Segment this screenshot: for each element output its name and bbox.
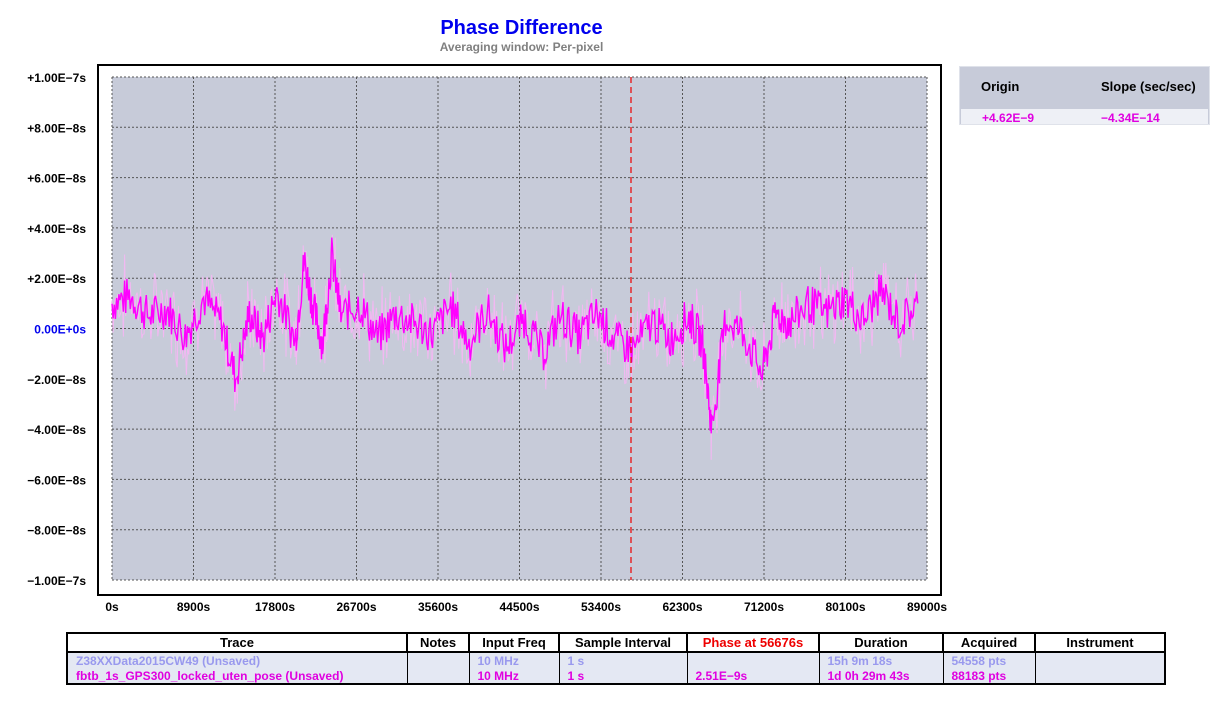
trace-phase: [686, 652, 820, 668]
trace-acquired: 88183 pts: [942, 668, 1036, 685]
y-tick-label: +4.00E−8s: [27, 222, 86, 236]
col-phase[interactable]: Phase at 56676s: [686, 632, 820, 653]
slope-value: −4.34E−14: [1101, 111, 1160, 125]
x-tick-label: 8900s: [177, 600, 211, 614]
x-tick-label: 80100s: [825, 600, 865, 614]
slope-header: Slope (sec/sec): [1101, 79, 1196, 94]
stats-row[interactable]: +4.62E−9 −4.34E−14: [961, 109, 1208, 125]
chart-title: Phase Difference: [440, 17, 603, 39]
trace-table: Trace Notes Input Freq Sample Interval P…: [66, 632, 1166, 685]
y-tick-label: −6.00E−8s: [27, 473, 86, 487]
trace-instrument: [1034, 652, 1166, 668]
trace-interval: 1 s: [558, 668, 688, 685]
x-tick-label: 71200s: [744, 600, 784, 614]
y-tick-label: +8.00E−8s: [27, 121, 86, 135]
y-tick-label: −2.00E−8s: [27, 373, 86, 387]
x-tick-label: 35600s: [418, 600, 458, 614]
trace-notes: [406, 652, 470, 668]
table-row[interactable]: fbtb_1s_GPS300_locked_uten_pose (Unsaved…: [66, 668, 1166, 685]
col-duration[interactable]: Duration: [818, 632, 944, 653]
x-tick-label: 0s: [105, 600, 119, 614]
col-sample-interval[interactable]: Sample Interval: [558, 632, 688, 653]
y-tick-label: 0.00E+0s: [34, 323, 86, 337]
x-tick-label: 62300s: [662, 600, 702, 614]
y-tick-label: −8.00E−8s: [27, 524, 86, 538]
origin-value: +4.62E−9: [982, 111, 1035, 125]
col-trace[interactable]: Trace: [66, 632, 408, 653]
x-tick-label: 44500s: [499, 600, 539, 614]
trace-name: Z38XXData2015CW49 (Unsaved): [66, 652, 408, 668]
origin-header: Origin: [981, 79, 1020, 94]
col-acquired[interactable]: Acquired: [942, 632, 1036, 653]
trace-freq: 10 MHz: [468, 652, 560, 668]
x-tick-label: 53400s: [581, 600, 621, 614]
col-instrument[interactable]: Instrument: [1034, 632, 1166, 653]
trace-duration: 1d 0h 29m 43s: [818, 668, 944, 685]
trace-duration: 15h 9m 18s: [818, 652, 944, 668]
x-tick-label: 17800s: [255, 600, 295, 614]
x-tick-label: 89000s: [907, 600, 947, 614]
table-row[interactable]: Z38XXData2015CW49 (Unsaved) 10 MHz 1 s 1…: [66, 652, 1166, 668]
trace-interval: 1 s: [558, 652, 688, 668]
trace-acquired: 54558 pts: [942, 652, 1036, 668]
y-tick-label: +1.00E−7s: [27, 71, 86, 85]
regression-stats-panel: Origin Slope (sec/sec) +4.62E−9 −4.34E−1…: [959, 66, 1210, 125]
chart-subtitle: Averaging window: Per-pixel: [439, 40, 604, 54]
trace-phase: 2.51E−9s: [686, 668, 820, 685]
series-line: [111, 237, 919, 434]
trace-instrument: [1034, 668, 1166, 685]
trace-notes: [406, 668, 470, 685]
y-tick-label: −1.00E−7s: [27, 574, 86, 588]
trace-freq: 10 MHz: [468, 668, 560, 685]
col-input-freq[interactable]: Input Freq: [468, 632, 560, 653]
y-tick-label: +6.00E−8s: [27, 172, 86, 186]
x-tick-label: 26700s: [336, 600, 376, 614]
trace-name: fbtb_1s_GPS300_locked_uten_pose (Unsaved…: [66, 668, 408, 685]
y-tick-label: +2.00E−8s: [27, 272, 86, 286]
col-notes[interactable]: Notes: [406, 632, 470, 653]
y-tick-label: −4.00E−8s: [27, 423, 86, 437]
